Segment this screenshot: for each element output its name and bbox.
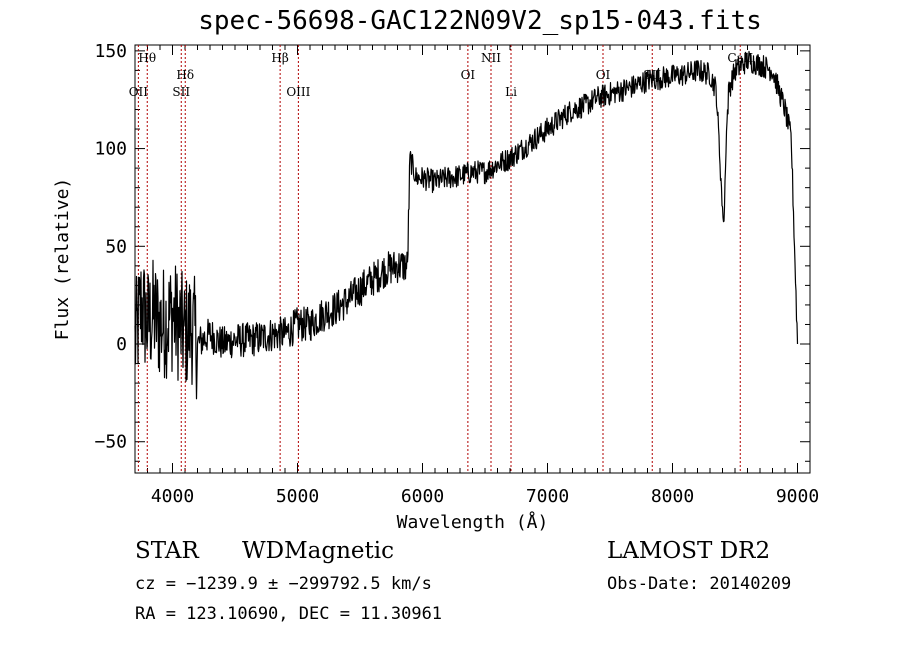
redshift-text: cz = −1239.9 ± −299792.5 km/s — [135, 574, 432, 594]
x-axis-label: Wavelength (Å) — [397, 511, 549, 533]
object-subclass: WDMagnetic — [242, 538, 394, 564]
line-marker-label: Hβ — [271, 51, 288, 65]
radec-text: RA = 123.10690, DEC = 11.30961 — [135, 604, 443, 624]
chart-title: spec-56698-GAC122N09V2_sp15-043.fits — [198, 6, 762, 36]
line-marker-label: Hδ — [176, 68, 194, 82]
line-marker-label: Hθ — [138, 51, 156, 65]
x-tick-label: 4000 — [151, 486, 194, 507]
y-tick-label: −50 — [94, 432, 127, 453]
y-tick-label: 0 — [116, 334, 127, 355]
y-tick-label: 150 — [94, 41, 127, 62]
object-class: STAR — [135, 538, 199, 564]
x-tick-label: 9000 — [776, 486, 819, 507]
line-marker-label: OI — [596, 68, 611, 82]
x-tick-label: 5000 — [276, 486, 319, 507]
x-tick-label: 8000 — [651, 486, 694, 507]
line-marker-label: Li — [505, 85, 517, 99]
y-tick-label: 100 — [94, 139, 127, 160]
obs-date-text: Obs-Date: 20140209 — [607, 574, 792, 594]
x-tick-label: 7000 — [526, 486, 569, 507]
line-marker-label: SII — [172, 85, 190, 99]
line-marker-label: OI — [461, 68, 476, 82]
plot-frame — [134, 44, 811, 474]
line-marker-label: OII — [129, 85, 149, 99]
survey-name: LAMOST DR2 — [607, 538, 771, 564]
x-tick-label: 6000 — [401, 486, 444, 507]
y-axis-label: Flux (relative) — [52, 178, 73, 341]
line-marker-label: OIII — [286, 85, 310, 99]
spectrum-line — [134, 50, 799, 400]
line-marker-label: NII — [481, 51, 501, 65]
y-tick-label: 50 — [105, 236, 127, 257]
